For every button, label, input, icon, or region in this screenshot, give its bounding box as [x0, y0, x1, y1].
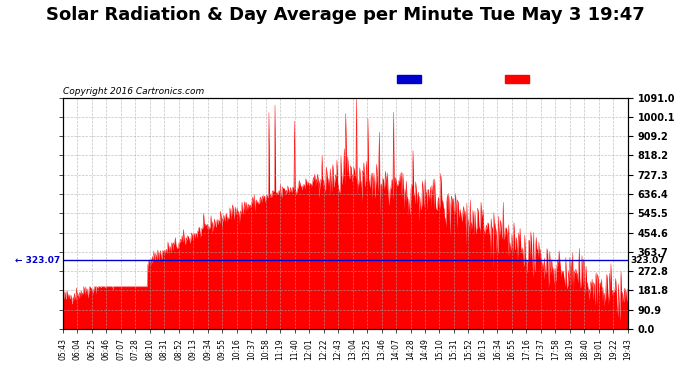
Legend: Median (w/m2), Radiation (w/m2): Median (w/m2), Radiation (w/m2): [395, 72, 623, 86]
Text: 323.07: 323.07: [631, 256, 665, 265]
Text: Copyright 2016 Cartronics.com: Copyright 2016 Cartronics.com: [63, 87, 204, 96]
Text: ← 323.07: ← 323.07: [15, 256, 60, 265]
Text: Solar Radiation & Day Average per Minute Tue May 3 19:47: Solar Radiation & Day Average per Minute…: [46, 6, 644, 24]
